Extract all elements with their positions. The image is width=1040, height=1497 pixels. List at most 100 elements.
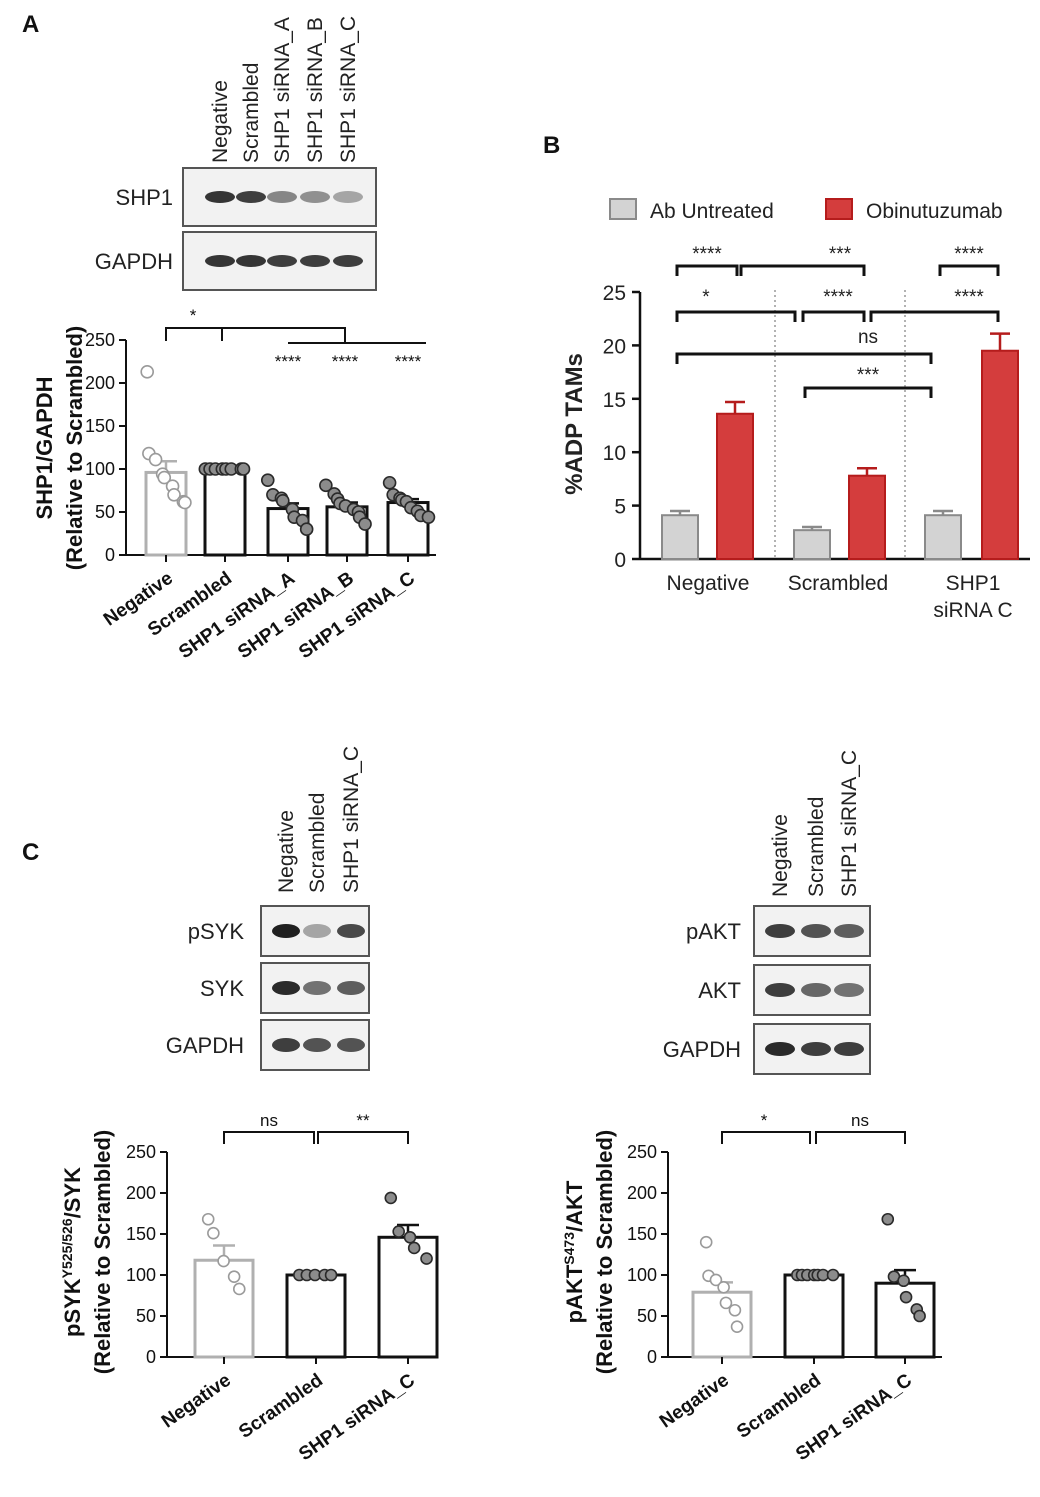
blot-label: SHP1 xyxy=(116,185,173,210)
x-category-label: Negative xyxy=(158,1370,235,1433)
lane-label: Negative xyxy=(275,810,298,893)
bar xyxy=(848,474,886,561)
panel-letter-a: A xyxy=(22,11,39,38)
y-tick-label: 250 xyxy=(126,1142,156,1162)
y-tick-label: 50 xyxy=(136,1306,156,1326)
y-label-tail: /SYK xyxy=(60,1167,85,1218)
data-point xyxy=(207,1226,220,1240)
blot-label: GAPDH xyxy=(663,1037,741,1062)
sig-bracket xyxy=(675,352,933,364)
y-axis-label: (Relative to Scrambled) xyxy=(90,1130,115,1375)
sig-bracket xyxy=(675,264,739,276)
data-point xyxy=(324,1268,338,1282)
data-point xyxy=(217,1254,230,1268)
x-category-line: SHP1 xyxy=(946,572,1001,595)
sig-label: ns xyxy=(851,1111,869,1130)
blot-band xyxy=(300,255,330,267)
sig-bracket xyxy=(165,327,223,341)
data-point xyxy=(897,1274,910,1288)
data-point xyxy=(392,1225,405,1238)
y-tick-label: 20 xyxy=(603,335,626,358)
sig-bracket xyxy=(739,264,866,276)
legend-label: Ab Untreated xyxy=(650,200,774,223)
y-tick-label: 150 xyxy=(627,1224,657,1244)
blot-band xyxy=(834,1042,864,1056)
blot-band xyxy=(337,981,365,995)
data-point xyxy=(709,1273,723,1287)
blot-band xyxy=(337,924,365,938)
blot-panel-c-left: Negative Scrambled SHP1 siRNA_C pSYK SYK GAPD… xyxy=(166,746,370,1071)
sig-bracket xyxy=(221,327,346,343)
sig-label: ns xyxy=(260,1111,278,1130)
data-point xyxy=(719,1296,733,1310)
sig-label: **** xyxy=(823,287,853,308)
blot-band xyxy=(236,191,266,203)
bar xyxy=(285,1273,347,1359)
x-category-label: SHP1 siRNA C xyxy=(933,572,1012,622)
blot-panel-c-right: Negative Scrambled SHP1 siRNA_C pAKT AKT GAPD… xyxy=(663,750,871,1075)
y-label-main: pAKT xyxy=(562,1264,587,1323)
blot-band xyxy=(300,191,330,203)
blot-label: SYK xyxy=(200,976,244,1001)
sig-bracket xyxy=(869,310,1000,322)
sig-bracket xyxy=(317,1131,409,1144)
sig-label: * xyxy=(190,306,197,325)
data-point xyxy=(730,1320,744,1333)
legend-swatch xyxy=(825,198,853,220)
blot-label: pAKT xyxy=(686,919,741,944)
bar xyxy=(981,349,1019,560)
data-point xyxy=(167,487,181,502)
y-tick-label: 15 xyxy=(603,389,626,412)
y-tick-label: 100 xyxy=(85,459,115,479)
sig-label: **** xyxy=(332,352,359,371)
bar xyxy=(203,467,247,557)
blot-label: pSYK xyxy=(188,919,245,944)
blot-band xyxy=(333,255,363,267)
blot-band xyxy=(272,924,300,938)
y-tick-label: 100 xyxy=(126,1265,156,1285)
data-point xyxy=(899,1290,913,1304)
y-tick-label: 200 xyxy=(85,373,115,393)
data-point xyxy=(728,1303,742,1317)
data-point xyxy=(826,1268,840,1282)
data-point xyxy=(140,365,155,379)
bar xyxy=(193,1258,255,1359)
y-label-sup: Y525/526 xyxy=(59,1218,75,1278)
data-point xyxy=(276,494,290,508)
y-tick-label: 5 xyxy=(614,496,626,519)
lane-label: Scrambled xyxy=(306,793,329,893)
data-point xyxy=(403,1230,417,1244)
data-point xyxy=(881,1212,895,1226)
y-tick-label: 150 xyxy=(85,416,115,436)
y-tick-label: 50 xyxy=(95,502,115,522)
x-category-label: Scrambled xyxy=(235,1370,327,1443)
data-point xyxy=(148,452,163,467)
data-point xyxy=(157,470,172,485)
data-point xyxy=(382,475,397,490)
y-axis-label: SHP1/GAPDH xyxy=(32,376,57,519)
data-point xyxy=(260,473,275,487)
panel-letter-c: C xyxy=(22,839,39,866)
blot-label: GAPDH xyxy=(166,1033,244,1058)
y-tick-label: 0 xyxy=(614,549,626,572)
sig-label: **** xyxy=(954,244,984,265)
blot-band xyxy=(333,191,363,203)
blot-band xyxy=(801,983,831,997)
data-point xyxy=(407,1241,421,1255)
legend-swatch xyxy=(609,198,637,220)
y-axis-label: pSYKY525/526/SYK xyxy=(59,1167,85,1337)
y-tick-label: 0 xyxy=(146,1347,156,1367)
blot-band xyxy=(303,1038,331,1052)
sig-bracket xyxy=(721,1131,811,1144)
y-tick-label: 200 xyxy=(627,1183,657,1203)
lane-label: Scrambled xyxy=(240,63,263,163)
sig-label: *** xyxy=(829,244,852,265)
chart-b: 0 5 10 15 20 25 %ADP TAMs Negative Scrambled SHP1… xyxy=(561,198,1030,622)
y-axis-label: (Relative to Scrambled) xyxy=(62,326,87,571)
sig-label: *** xyxy=(857,365,880,386)
x-category-label: Scrambled xyxy=(788,572,888,595)
data-point xyxy=(421,510,436,524)
